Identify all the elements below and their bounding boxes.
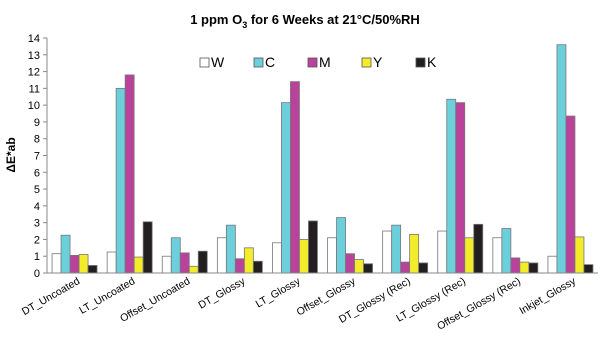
- bar-C-9: [556, 44, 567, 274]
- bar-Y-2: [188, 265, 199, 274]
- legend-swatch-K: [415, 57, 426, 68]
- bar-W-4: [272, 242, 282, 274]
- y-tick-label: 10: [28, 100, 40, 112]
- y-axis-label: ΔE*ab: [4, 137, 18, 172]
- y-tick-label: 2: [34, 234, 40, 246]
- bar-M-6: [400, 261, 411, 274]
- title-main: 1 ppm O: [190, 12, 242, 27]
- bar-Y-4: [299, 239, 309, 274]
- bar-C-5: [336, 217, 346, 274]
- bar-C-2: [170, 237, 181, 274]
- bar-M-0: [69, 254, 80, 274]
- bar-W-9: [547, 255, 558, 274]
- title-subscript: 3: [242, 20, 247, 30]
- x-tick-label: LT_Glossy: [254, 275, 303, 310]
- bar-Y-0: [78, 254, 89, 274]
- bar-W-5: [327, 237, 337, 274]
- y-tick-label: 0: [34, 268, 40, 280]
- legend-swatch-C: [253, 57, 264, 68]
- x-tick-label: Inkjet_Glossy: [517, 275, 578, 317]
- y-tick-label: 14: [28, 33, 40, 45]
- y-tick-label: 12: [28, 67, 40, 79]
- y-tick-label: 4: [34, 201, 40, 213]
- bar-Y-8: [519, 261, 530, 274]
- chart-title: 1 ppm O3 for 6 Weeks at 21°C/50%RH: [190, 12, 420, 30]
- y-tick-label: 9: [34, 117, 40, 129]
- legend-swatch-M: [307, 57, 318, 68]
- bar-K-6: [418, 262, 429, 274]
- x-tick-label: DT_Glossy: [196, 275, 248, 312]
- bar-C-7: [446, 98, 457, 274]
- legend-label-K: K: [427, 54, 437, 70]
- bar-C-8: [501, 228, 512, 274]
- bar-K-8: [528, 262, 539, 274]
- bar-K-0: [87, 265, 98, 274]
- bar-W-6: [382, 230, 393, 274]
- legend-swatch-Y: [361, 57, 372, 68]
- bar-W-8: [492, 237, 503, 274]
- bar-M-8: [510, 257, 521, 274]
- legend-label-W: W: [211, 54, 225, 70]
- bar-K-1: [142, 221, 153, 274]
- y-tick-label: 1: [34, 251, 40, 263]
- y-tick-label: 6: [34, 167, 40, 179]
- bar-C-3: [225, 224, 236, 274]
- bar-W-1: [106, 251, 117, 274]
- bar-M-3: [234, 258, 245, 274]
- bar-C-0: [60, 234, 71, 274]
- bar-M-7: [455, 102, 466, 274]
- bar-K-4: [308, 220, 318, 274]
- y-tick-label: 5: [34, 184, 40, 196]
- bars: [51, 44, 594, 274]
- legend-swatch-W: [199, 57, 210, 68]
- bar-Y-5: [354, 259, 364, 274]
- bar-Y-9: [574, 236, 585, 274]
- legend-label-Y: Y: [373, 54, 383, 70]
- legend-label-C: C: [265, 54, 275, 70]
- y-tick-label: 3: [34, 218, 40, 230]
- bar-W-2: [161, 255, 172, 274]
- bar-K-3: [252, 260, 263, 274]
- bar-C-1: [115, 87, 126, 274]
- y-tick-label: 7: [34, 151, 40, 163]
- bar-K-9: [583, 264, 594, 274]
- bar-M-9: [565, 115, 576, 274]
- bar-M-4: [290, 81, 300, 274]
- y-tick-label: 8: [34, 134, 40, 146]
- bar-K-2: [197, 250, 208, 274]
- title-rest: for 6 Weeks at 21°C/50%RH: [247, 12, 420, 27]
- bar-Y-1: [133, 256, 144, 274]
- legend-label-M: M: [319, 54, 331, 70]
- bar-Y-3: [243, 247, 254, 274]
- bar-M-2: [179, 252, 190, 274]
- bar-W-7: [437, 230, 448, 274]
- bar-W-0: [51, 253, 62, 274]
- bar-W-3: [216, 237, 227, 274]
- bar-Y-6: [409, 233, 420, 274]
- x-tick-label: DT_Uncoated: [20, 275, 82, 318]
- bar-K-7: [473, 223, 484, 274]
- bar-K-5: [363, 263, 373, 274]
- bar-C-6: [391, 224, 402, 274]
- bar-Y-7: [464, 237, 475, 274]
- bar-M-1: [124, 74, 135, 274]
- y-tick-label: 13: [28, 50, 40, 62]
- bar-C-4: [281, 102, 291, 274]
- bar-M-5: [345, 253, 355, 274]
- y-tick-label: 11: [29, 83, 40, 95]
